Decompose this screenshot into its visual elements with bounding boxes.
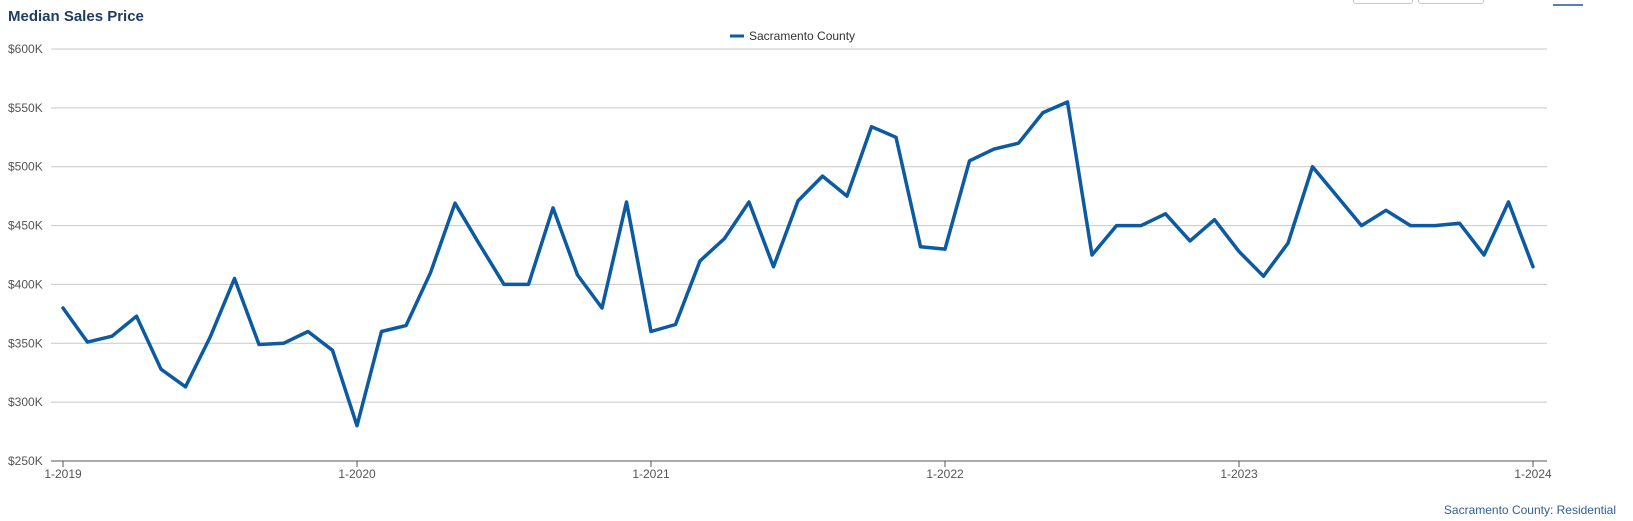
data-point[interactable]	[1135, 220, 1147, 232]
y-tick-label: $350K	[8, 336, 43, 350]
toolbar-button[interactable]	[1418, 0, 1484, 4]
series-layer	[57, 96, 1539, 432]
data-point[interactable]	[82, 336, 94, 348]
data-point[interactable]	[204, 331, 216, 343]
toolbar-button[interactable]	[1353, 0, 1413, 4]
data-point[interactable]	[1209, 214, 1221, 226]
data-point[interactable]	[1062, 96, 1074, 108]
data-point[interactable]	[694, 255, 706, 267]
footer-note: Sacramento County: Residential	[1443, 503, 1616, 517]
data-point[interactable]	[351, 420, 363, 432]
chart-title: Median Sales Price	[8, 8, 144, 25]
data-point[interactable]	[1356, 220, 1368, 232]
data-point[interactable]	[106, 330, 118, 342]
data-point[interactable]	[449, 197, 461, 209]
y-tick-label: $300K	[8, 395, 43, 409]
x-tick-label: 1-2023	[1220, 467, 1258, 481]
y-tick-label: $600K	[8, 42, 43, 56]
data-point[interactable]	[498, 278, 510, 290]
x-tick-label: 1-2021	[632, 467, 670, 481]
data-point[interactable]	[645, 326, 657, 338]
data-point[interactable]	[890, 131, 902, 143]
data-point[interactable]	[1429, 220, 1441, 232]
data-point[interactable]	[964, 155, 976, 167]
data-point[interactable]	[719, 233, 731, 245]
data-point[interactable]	[327, 344, 339, 356]
axes: $250K $300K $350K $400K $450K $500K $550K $600K…	[8, 42, 1552, 481]
data-point[interactable]	[1013, 137, 1025, 149]
data-point[interactable]	[1111, 220, 1123, 232]
data-point[interactable]	[792, 195, 804, 207]
data-point[interactable]	[939, 243, 951, 255]
data-point[interactable]	[988, 143, 1000, 155]
data-point[interactable]	[376, 326, 388, 338]
data-point[interactable]	[523, 278, 535, 290]
data-point[interactable]	[547, 202, 559, 214]
data-point[interactable]	[1527, 261, 1539, 273]
y-tick-label: $550K	[8, 101, 43, 115]
data-point[interactable]	[57, 302, 69, 314]
data-point[interactable]	[1380, 204, 1392, 216]
chart-menu-icon[interactable]	[1553, 0, 1583, 6]
data-point[interactable]	[1282, 237, 1294, 249]
data-point[interactable]	[180, 381, 192, 393]
data-point[interactable]	[1086, 249, 1098, 261]
data-point[interactable]	[1454, 217, 1466, 229]
x-tick-label: 1-2022	[926, 467, 964, 481]
data-point[interactable]	[841, 190, 853, 202]
gridlines	[51, 48, 1547, 403]
data-point[interactable]	[768, 261, 780, 273]
x-tick-label: 1-2019	[44, 467, 82, 481]
data-point[interactable]	[817, 170, 829, 182]
data-point[interactable]	[302, 326, 314, 338]
legend: Sacramento County	[730, 29, 855, 43]
data-point[interactable]	[278, 337, 290, 349]
data-point[interactable]	[596, 302, 608, 314]
data-point[interactable]	[155, 363, 167, 375]
data-point[interactable]	[1503, 196, 1515, 208]
data-point[interactable]	[131, 310, 143, 322]
y-tick-label: $400K	[8, 277, 43, 291]
data-point[interactable]	[572, 269, 584, 281]
data-point[interactable]	[621, 196, 633, 208]
data-point[interactable]	[1258, 270, 1270, 282]
x-tick-label: 1-2020	[338, 467, 376, 481]
data-point[interactable]	[866, 121, 878, 133]
data-point[interactable]	[1160, 208, 1172, 220]
data-point[interactable]	[1037, 107, 1049, 119]
data-point[interactable]	[1478, 249, 1490, 261]
y-tick-label: $250K	[8, 454, 43, 468]
data-point[interactable]	[1331, 190, 1343, 202]
data-point[interactable]	[915, 241, 927, 253]
data-point[interactable]	[253, 338, 265, 350]
data-point[interactable]	[743, 196, 755, 208]
data-point[interactable]	[425, 267, 437, 279]
data-point[interactable]	[670, 318, 682, 330]
x-tick-label: 1-2024	[1514, 467, 1552, 481]
legend-label-sacramento-county[interactable]: Sacramento County	[749, 29, 855, 43]
series-line-sacramento-county[interactable]	[61, 100, 1535, 428]
data-point[interactable]	[229, 273, 241, 285]
data-point[interactable]	[400, 320, 412, 332]
y-tick-label: $450K	[8, 219, 43, 233]
data-point[interactable]	[1405, 220, 1417, 232]
data-point[interactable]	[1233, 245, 1245, 257]
y-tick-label: $500K	[8, 160, 43, 174]
data-point[interactable]	[474, 238, 486, 250]
data-point[interactable]	[1307, 161, 1319, 173]
data-point[interactable]	[1184, 235, 1196, 247]
